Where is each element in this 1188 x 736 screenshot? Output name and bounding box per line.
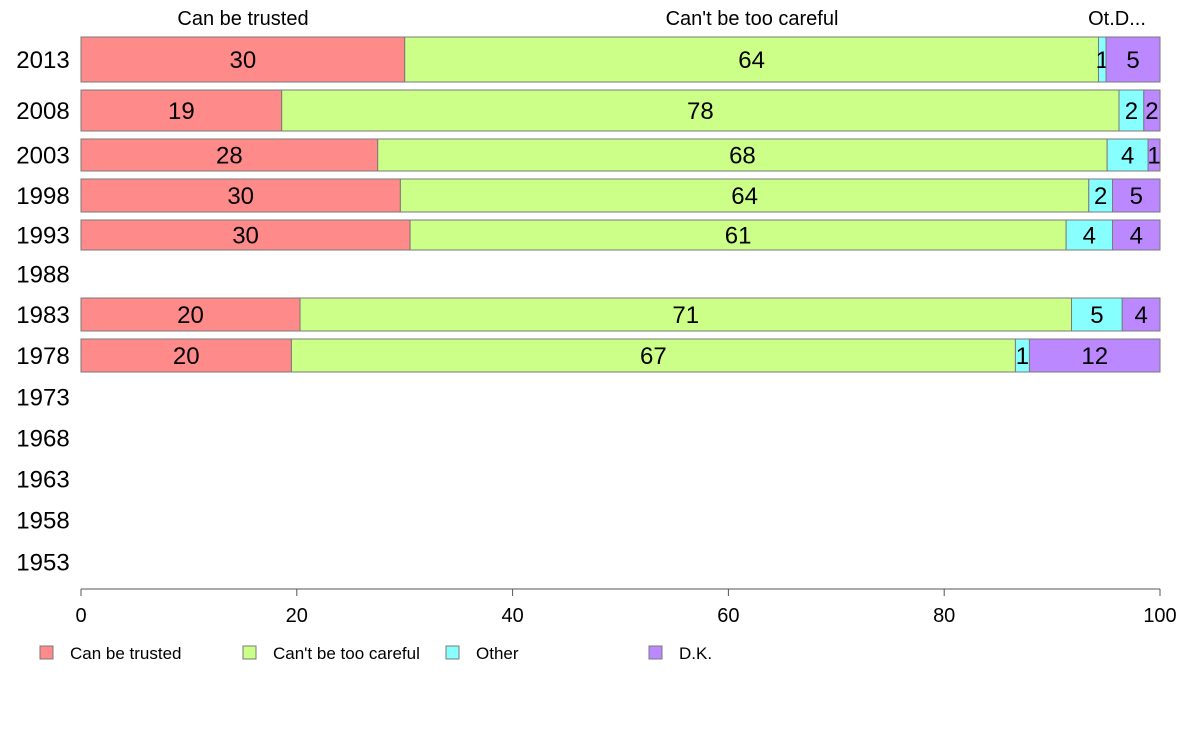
x-tick-label: 0 bbox=[75, 605, 86, 627]
data-label: 4 bbox=[1121, 143, 1134, 170]
bar-segment bbox=[80, 138, 379, 172]
data-label: 5 bbox=[1090, 302, 1103, 329]
bar-segment bbox=[80, 89, 283, 132]
data-label: 4 bbox=[1130, 223, 1143, 250]
year-label: 1973 bbox=[16, 385, 69, 412]
bar-segment bbox=[1105, 36, 1161, 83]
x-axis: 0 20 40 60 80 100 bbox=[75, 588, 1177, 627]
bar-segment bbox=[377, 138, 1108, 172]
data-label: 4 bbox=[1134, 302, 1147, 329]
data-label: 68 bbox=[729, 143, 756, 170]
year-label: 1958 bbox=[16, 508, 69, 535]
column-header: Can be trusted bbox=[177, 8, 308, 30]
x-tick-label: 100 bbox=[1143, 605, 1176, 627]
data-label: 19 bbox=[168, 98, 195, 125]
data-label: 2 bbox=[1094, 183, 1107, 210]
data-label: 64 bbox=[731, 183, 758, 210]
bar-segment bbox=[399, 178, 1090, 213]
data-label: 20 bbox=[177, 302, 204, 329]
legend-label: Other bbox=[476, 644, 519, 663]
legend-swatch bbox=[445, 645, 460, 660]
year-label: 2008 bbox=[16, 98, 69, 125]
data-label: 12 bbox=[1081, 343, 1108, 370]
bar-segment bbox=[1147, 138, 1161, 172]
bar-segment bbox=[1121, 297, 1161, 332]
data-label: 5 bbox=[1130, 183, 1143, 210]
bar-segment bbox=[290, 338, 1016, 373]
data-label: 1 bbox=[1147, 143, 1160, 170]
legend-swatch bbox=[39, 645, 54, 660]
bar-segment bbox=[80, 297, 301, 332]
year-label: 1963 bbox=[16, 467, 69, 494]
data-label: 67 bbox=[640, 343, 667, 370]
bars: 30 64 1 519 78 2 228 68 4 130 64 2 530 61 4 420 71 5 420 67… bbox=[80, 36, 1161, 373]
column-header: Can't be too careful bbox=[666, 8, 839, 30]
column-headers: Can be trusted Can't be too careful Ot.D..… bbox=[177, 8, 1146, 30]
bar-segment bbox=[1112, 178, 1161, 213]
year-label: 1953 bbox=[16, 550, 69, 577]
bar-segment bbox=[80, 36, 406, 83]
column-header: Ot.D... bbox=[1088, 8, 1146, 30]
bar-segment bbox=[1106, 138, 1149, 172]
year-labels: 2013 2008 2003 1998 1993 1988 1983 1978 1973 1968… bbox=[16, 47, 69, 577]
legend: Can be trusted Can't be too careful Other D… bbox=[39, 644, 712, 663]
data-label: 30 bbox=[229, 47, 256, 74]
year-label: 1978 bbox=[16, 343, 69, 370]
x-tick-label: 20 bbox=[286, 605, 308, 627]
bar-segment bbox=[299, 297, 1073, 332]
data-label: 28 bbox=[216, 143, 243, 170]
data-label: 78 bbox=[687, 98, 714, 125]
legend-label: Can't be too careful bbox=[273, 644, 420, 663]
bar-segment bbox=[80, 338, 292, 373]
data-label: 4 bbox=[1083, 223, 1096, 250]
legend-swatch bbox=[242, 645, 257, 660]
data-label: 5 bbox=[1126, 47, 1139, 74]
data-label: 2 bbox=[1125, 98, 1138, 125]
data-label: 71 bbox=[672, 302, 699, 329]
data-label: 30 bbox=[227, 183, 254, 210]
year-label: 1968 bbox=[16, 426, 69, 453]
legend-label: Can be trusted bbox=[70, 644, 182, 663]
year-label: 1983 bbox=[16, 302, 69, 329]
bar-segment bbox=[1112, 219, 1161, 251]
x-tick-label: 40 bbox=[501, 605, 523, 627]
year-label: 1998 bbox=[16, 183, 69, 210]
legend-swatch bbox=[648, 645, 663, 660]
year-label: 2003 bbox=[16, 143, 69, 170]
year-label: 1993 bbox=[16, 223, 69, 250]
bar-segment bbox=[1071, 297, 1123, 332]
bar-segment bbox=[281, 89, 1120, 132]
data-label: 30 bbox=[232, 223, 259, 250]
legend-label: D.K. bbox=[679, 644, 712, 663]
bar-segment bbox=[409, 219, 1067, 251]
data-label: 2 bbox=[1145, 98, 1158, 125]
bar-segment bbox=[1065, 219, 1114, 251]
bar-segment bbox=[404, 36, 1099, 83]
year-label: 1988 bbox=[16, 262, 69, 289]
x-tick-label: 80 bbox=[933, 605, 955, 627]
bar-segment bbox=[1118, 89, 1145, 132]
year-label: 2013 bbox=[16, 47, 69, 74]
bar-segment bbox=[1143, 89, 1161, 132]
x-tick-label: 60 bbox=[717, 605, 739, 627]
data-label: 1 bbox=[1016, 343, 1029, 370]
bar-segment bbox=[80, 219, 411, 251]
data-label: 64 bbox=[738, 47, 765, 74]
bar-segment bbox=[1028, 338, 1161, 373]
data-label: 61 bbox=[725, 223, 752, 250]
data-label: 20 bbox=[173, 343, 200, 370]
